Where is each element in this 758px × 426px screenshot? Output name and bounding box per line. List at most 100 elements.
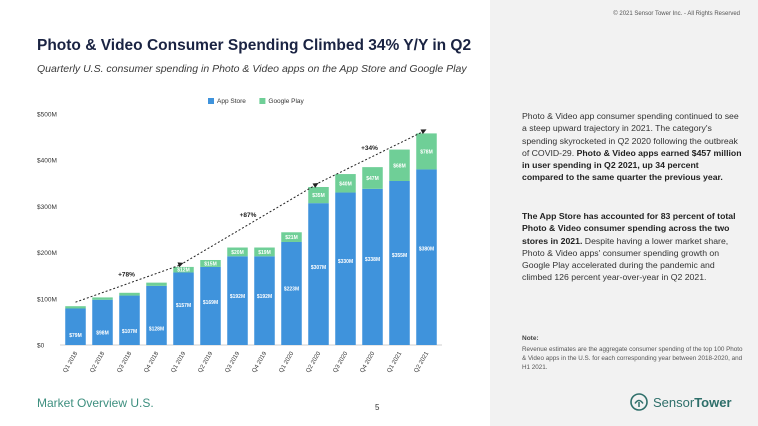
x-tick-label: Q4 2018: [144, 350, 161, 374]
bar-app-store: [254, 256, 275, 345]
bar-app-store: [200, 266, 221, 345]
x-tick-label: Q2 2020: [306, 350, 323, 374]
paragraph-1-plain: Photo & Video app consumer spending cont…: [522, 111, 739, 158]
data-label-app-store: $380M: [419, 246, 434, 252]
growth-arrow-head: [312, 182, 319, 188]
data-label-app-store: $107M: [122, 329, 137, 335]
data-label-google-play: $15M: [204, 261, 217, 267]
growth-annotation: +87%: [240, 212, 257, 219]
paragraph-1-bold: Photo & Video apps earned $457 million i…: [522, 147, 742, 183]
x-tick-label: Q1 2018: [63, 350, 80, 374]
data-label-app-store: $79M: [69, 333, 82, 339]
data-label-google-play: $35M: [312, 193, 325, 199]
growth-arrow-line: [318, 130, 424, 184]
logo-wordmark: SensorTower: [653, 395, 732, 410]
data-label-app-store: $157M: [176, 303, 191, 309]
bar-app-store: [227, 256, 248, 345]
sensor-tower-logo: SensorTower: [630, 393, 732, 411]
bar-app-store: [281, 241, 302, 345]
data-label-google-play: $20M: [231, 250, 244, 256]
bar-app-store: [308, 203, 329, 345]
bar-google-play: [389, 149, 410, 181]
bar-app-store: [173, 272, 194, 345]
x-tick-label: Q2 2018: [90, 350, 107, 374]
data-label-app-store: $192M: [257, 294, 272, 300]
x-tick-label: Q4 2019: [252, 350, 269, 374]
x-tick-label: Q4 2020: [360, 350, 377, 374]
bar-app-store: [146, 285, 167, 345]
x-tick-label: Q1 2019: [171, 350, 188, 374]
data-label-app-store: $98M: [96, 330, 109, 336]
data-label-google-play: $21M: [285, 235, 298, 241]
data-label-app-store: $307M: [311, 265, 326, 271]
growth-arrow-line: [75, 264, 181, 303]
note-text: Revenue estimates are the aggregate cons…: [522, 346, 743, 371]
growth-arrow-head: [177, 262, 184, 268]
copyright: © 2021 Sensor Tower Inc. - All Rights Re…: [613, 11, 740, 17]
logo-word-tower: Tower: [694, 394, 732, 410]
bar-app-store: [416, 169, 437, 345]
bar-app-store: [335, 192, 356, 345]
data-label-app-store: $223M: [284, 286, 299, 292]
data-label-app-store: $338M: [365, 257, 380, 263]
x-tick-label: Q2 2021: [414, 350, 431, 374]
y-tick-label: $0: [37, 343, 45, 350]
y-tick-label: $500M: [37, 112, 57, 119]
logo-word-sensor: Sensor: [653, 394, 695, 410]
x-tick-label: Q3 2020: [333, 350, 350, 374]
data-label-app-store: $192M: [230, 294, 245, 300]
bar-google-play: [173, 266, 194, 273]
x-tick-label: Q1 2021: [387, 350, 404, 374]
bar-google-play: [335, 174, 356, 193]
paragraph-2: The App Store has accounted for 83 perce…: [522, 210, 742, 284]
y-tick-label: $400M: [37, 158, 57, 165]
y-tick-label: $200M: [37, 250, 57, 257]
growth-arrow-line: [183, 184, 316, 264]
x-tick-label: Q1 2020: [279, 350, 296, 374]
bar-google-play: [308, 186, 329, 204]
legend-swatch: [259, 98, 266, 104]
page-title: Photo & Video Consumer Spending Climbed …: [37, 37, 472, 54]
bar-app-store: [92, 299, 113, 345]
bar-google-play: [146, 282, 167, 286]
note-title: Note:: [522, 335, 539, 342]
bar-google-play: [227, 247, 248, 257]
bar-google-play: [65, 306, 86, 309]
legend-swatch: [208, 98, 214, 104]
bar-app-store: [119, 295, 140, 345]
paragraph-1: Photo & Video app consumer spending cont…: [522, 110, 742, 184]
bar-app-store: [65, 308, 86, 345]
legend-label: App Store: [217, 98, 246, 105]
data-label-app-store: $128M: [149, 326, 164, 332]
data-label-google-play: $40M: [339, 181, 352, 187]
data-label-app-store: $169M: [203, 300, 218, 306]
right-panel: [490, 0, 758, 426]
paragraph-2-bold: The App Store has accounted for 83 perce…: [522, 211, 736, 246]
bar-google-play: [254, 247, 275, 257]
growth-annotation: +34%: [361, 145, 378, 152]
growth-annotation: +78%: [118, 272, 135, 279]
paragraph-2-plain: Despite having a lower market share, Pho…: [522, 235, 729, 283]
bar-google-play: [416, 133, 437, 170]
bar-app-store: [362, 188, 383, 345]
legend-label: Google Play: [268, 98, 304, 105]
bar-google-play: [200, 259, 221, 267]
data-label-google-play: $19M: [258, 250, 271, 256]
x-tick-label: Q3 2019: [225, 350, 242, 374]
footer-section-label: Market Overview U.S.: [37, 396, 154, 410]
x-tick-label: Q3 2018: [117, 350, 134, 374]
data-label-app-store: $330M: [338, 259, 353, 265]
data-label-google-play: $78M: [420, 149, 433, 155]
data-label-app-store: $355M: [392, 253, 407, 259]
data-label-google-play: $68M: [393, 163, 406, 169]
page-number: 5: [375, 403, 380, 412]
y-tick-label: $300M: [37, 204, 57, 211]
data-label-google-play: $47M: [366, 176, 379, 182]
stacked-bar-chart: $0 $100M $200M $300M $400M $500M App Store Goog…: [37, 98, 442, 374]
bar-google-play: [92, 297, 113, 300]
bar-app-store: [389, 180, 410, 345]
y-tick-label: $100M: [37, 296, 57, 303]
bar-google-play: [362, 167, 383, 189]
bar-google-play: [281, 232, 302, 242]
bar-google-play: [119, 292, 140, 296]
